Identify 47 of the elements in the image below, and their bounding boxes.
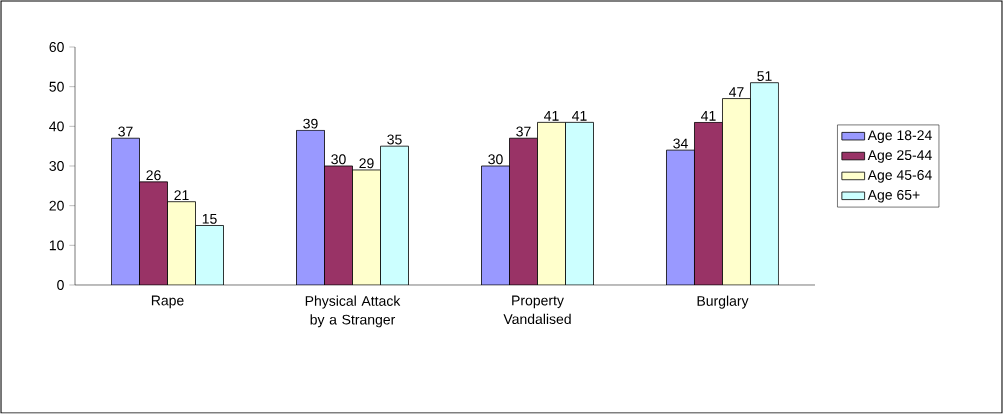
legend-label: Age 25-44 [867, 150, 932, 163]
data-label: 29 [359, 158, 374, 169]
bar [722, 98, 751, 285]
bar [694, 121, 723, 285]
data-label: 41 [572, 111, 587, 121]
y-tick-label: 0 [57, 280, 64, 290]
x-tick-label: Property Vandalised [503, 295, 571, 325]
data-label: 51 [757, 71, 772, 81]
bar [139, 181, 168, 285]
data-label: 26 [146, 170, 161, 181]
bar [195, 225, 224, 285]
y-tick-label: 10 [49, 240, 64, 251]
data-label: 37 [516, 126, 531, 137]
data-label: 35 [387, 134, 402, 145]
y-tick-label: 50 [49, 81, 64, 92]
x-tick-label: Rape [151, 295, 184, 309]
data-label: 30 [488, 154, 503, 165]
legend-label: Age 18-24 [867, 130, 932, 143]
y-tick-label: 60 [49, 42, 64, 52]
y-tick-label: 20 [49, 200, 64, 211]
legend-label: Age 45-64 [867, 170, 932, 183]
bar [352, 169, 381, 285]
data-label: 41 [701, 111, 716, 121]
bar [167, 201, 196, 285]
data-label: 39 [303, 118, 318, 129]
data-label: 30 [331, 154, 346, 165]
bar [380, 145, 409, 285]
x-tick-label: Physical Attack by a Stranger [305, 295, 401, 328]
y-tick-label: 30 [49, 161, 64, 171]
bar [537, 121, 566, 285]
bar [666, 149, 695, 285]
bar [509, 137, 538, 285]
data-label: 41 [544, 111, 559, 121]
data-label: 34 [673, 138, 688, 149]
bar [111, 137, 140, 285]
bar [324, 165, 353, 285]
x-tick-label: Burglary [697, 295, 749, 309]
data-label: 37 [118, 126, 133, 137]
bar [296, 129, 325, 285]
legend-label: Age 65+ [867, 189, 920, 203]
bar [565, 121, 594, 285]
bar [481, 165, 510, 285]
data-label: 21 [174, 190, 189, 200]
y-tick-label: 40 [49, 121, 64, 132]
data-label: 47 [729, 87, 744, 97]
bar [750, 82, 779, 285]
data-label: 15 [202, 214, 217, 224]
